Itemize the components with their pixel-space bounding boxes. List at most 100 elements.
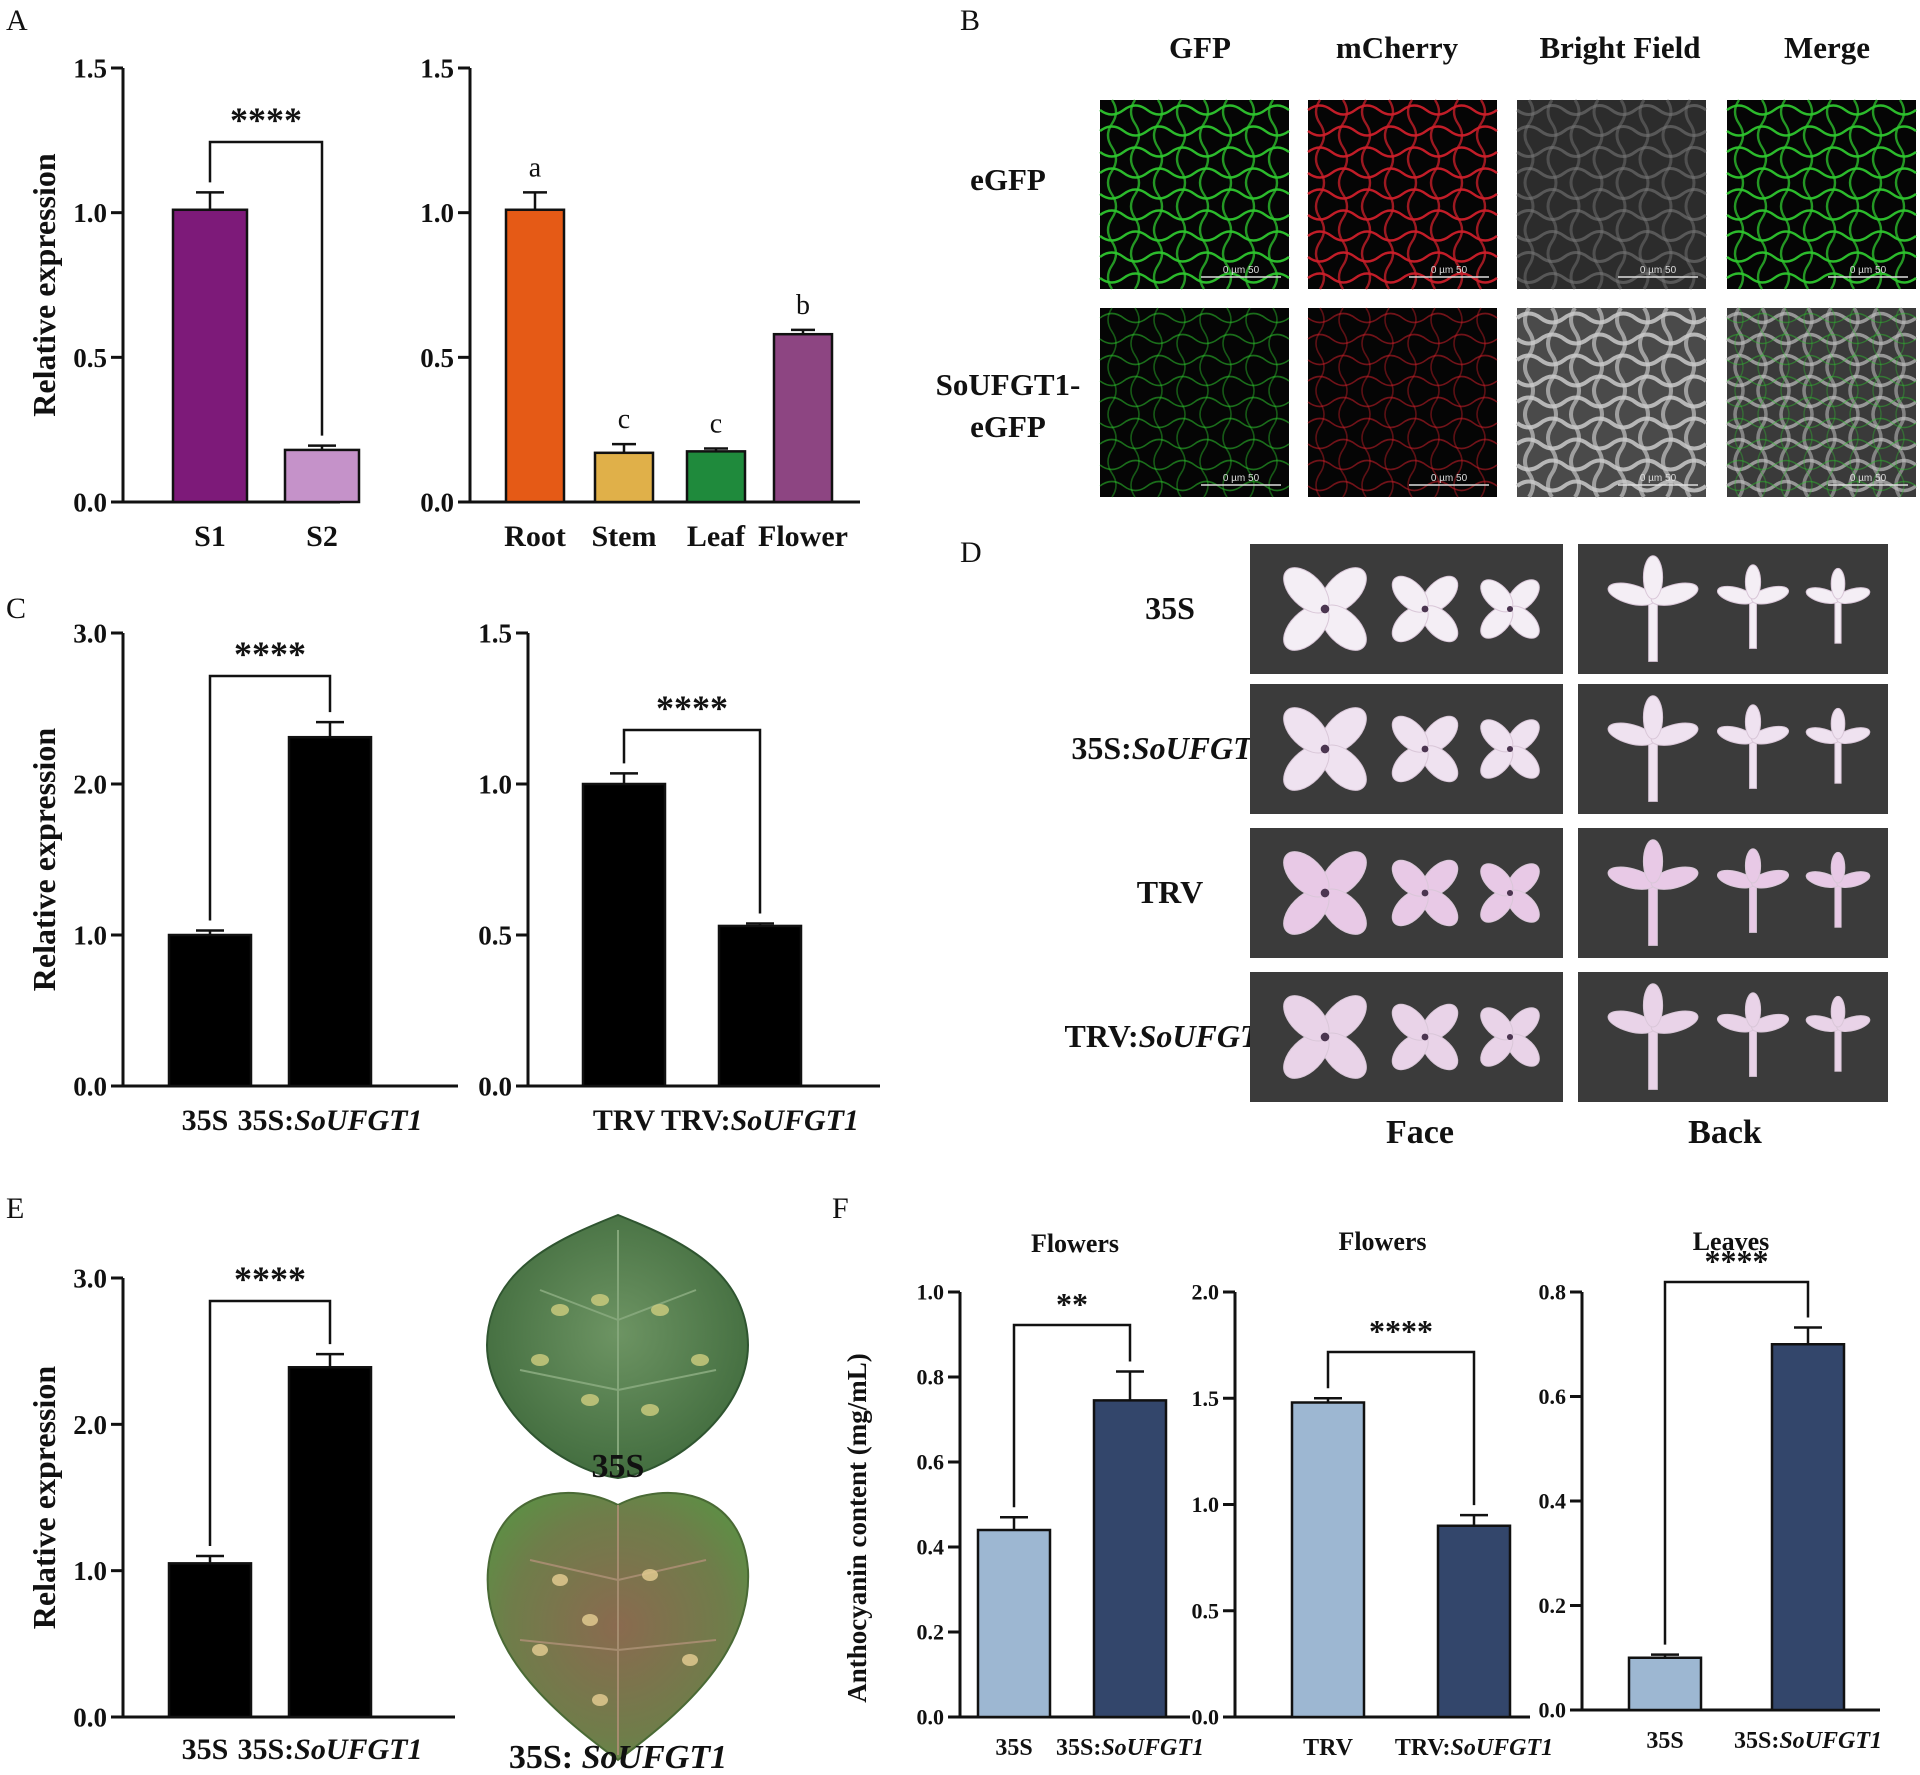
category-label: 35S:SoUFGT1 [237, 1733, 422, 1766]
panel-letter-a: A [6, 4, 28, 37]
chart-f-flowers-35s: 0.0 0.2 0.4 0.6 0.8 1.0 Flowers 35S 35S:SoUFGT1 *… [917, 1229, 1205, 1761]
row-label-soufgt1-egfp-line2: eGFP [970, 409, 1046, 444]
bar [283, 448, 361, 504]
y-tick-label: 1.0 [73, 920, 107, 950]
significance-bracket [622, 728, 762, 914]
significance-bracket [1663, 1280, 1810, 1645]
micrograph-mcherry-row2: 0 µm 50 [1307, 307, 1498, 498]
column-header-mcherry: mCherry [1336, 30, 1459, 65]
bar [1627, 1656, 1703, 1712]
y-tick-label: 0.0 [917, 1705, 945, 1730]
significance-bracket [208, 1299, 332, 1547]
y-tick-label: 1.0 [478, 769, 512, 799]
y-tick-label: 0.0 [478, 1071, 512, 1101]
significance-letter: c [618, 404, 630, 435]
column-header-gfp: GFP [1169, 30, 1231, 65]
chart-a-populations: 0.0 0.5 1.0 1.5 Relative expression S1 S2 **** [26, 53, 361, 553]
y-axis-label: Relative expression [26, 728, 62, 992]
leaf-photo-35s-soufgt1 [486, 1491, 750, 1762]
bar [167, 1562, 253, 1719]
category-label: TRV:SoUFGT1 [661, 1104, 859, 1137]
flower-photo-back-row3 [1578, 828, 1888, 958]
flower-photo-back-row4 [1578, 972, 1888, 1102]
y-tick-label: 0.4 [917, 1535, 945, 1560]
scale-bar-label: 0 µm 50 [1223, 473, 1260, 484]
row-label: 35S:SoUFGT1 [1071, 730, 1268, 766]
scale-bar-label: 0 µm 50 [1223, 265, 1260, 276]
category-label: TRV [1303, 1735, 1353, 1761]
column-header-merge: Merge [1784, 30, 1870, 65]
y-tick-label: 1.0 [73, 198, 107, 228]
y-tick-label: 0.6 [1539, 1384, 1567, 1409]
y-tick-label: 1.5 [420, 53, 454, 83]
row-label-soufgt1-egfp-line1: SoUFGT1- [936, 367, 1081, 402]
y-axis-label: Relative expression [26, 153, 62, 417]
chart-title: Leaves [1693, 1227, 1770, 1256]
y-tick-label: 1.0 [73, 1556, 107, 1586]
significance-bracket [208, 674, 332, 921]
y-tick-label: 0.5 [1192, 1598, 1220, 1623]
category-label: Root [504, 520, 566, 553]
y-tick-label: 0.8 [1539, 1280, 1567, 1305]
y-tick-label: 0.4 [1539, 1489, 1567, 1514]
y-tick-label: 0.8 [917, 1365, 945, 1390]
significance-label: ** [1056, 1286, 1088, 1322]
y-tick-label: 1.5 [73, 53, 107, 83]
f-y-axis-label: Anthocyanin content (mg/mL) [842, 1353, 872, 1703]
bar [287, 735, 373, 1088]
significance-letter: c [710, 408, 722, 439]
y-tick-label: 2.0 [73, 769, 107, 799]
scale-bar-label: 0 µm 50 [1850, 265, 1887, 276]
category-label: Leaf [687, 520, 746, 553]
y-tick-label: 0.0 [1539, 1698, 1567, 1723]
bar [976, 1528, 1052, 1719]
panel-letter-d: D [960, 536, 982, 569]
category-label: 35S:SoUFGT1 [1734, 1728, 1882, 1754]
significance-bracket [208, 140, 324, 436]
bar [1436, 1524, 1512, 1719]
category-label: S1 [194, 520, 226, 553]
y-tick-label: 0.0 [73, 1702, 107, 1732]
panel-d-flower-photos: 35S 35S:SoUFGT1 TRV TRV:SoUFGT1 Face Back [1064, 544, 1888, 1151]
category-label: 35S [995, 1735, 1032, 1761]
y-axis-label: Relative expression [26, 1366, 62, 1630]
bar [1092, 1399, 1168, 1719]
y-tick-label: 1.0 [1192, 1492, 1220, 1517]
scale-bar-label: 0 µm 50 [1640, 473, 1677, 484]
panel-e-leaf-photos: 35S 35S: SoUFGT1 [485, 1213, 750, 1775]
category-label: 35S [182, 1733, 229, 1766]
significance-label: **** [230, 100, 302, 140]
row-label-egfp: eGFP [970, 162, 1046, 197]
bar [593, 451, 655, 504]
row-label: TRV [1137, 874, 1203, 910]
category-label: Stem [592, 520, 657, 553]
y-tick-label: 2.0 [1192, 1280, 1220, 1305]
micrograph-gfp-row2: 0 µm 50 [1099, 307, 1290, 498]
category-label: 35S:SoUFGT1 [1056, 1735, 1204, 1761]
micrograph-gfp-row1: 0 µm 50 [1099, 99, 1290, 290]
row-label: TRV:SoUFGT1 [1064, 1018, 1275, 1054]
chart-title: Flowers [1338, 1227, 1426, 1256]
panel-letter-e: E [6, 1192, 24, 1225]
y-tick-label: 0.0 [73, 1071, 107, 1101]
y-tick-label: 2.0 [73, 1410, 107, 1440]
bar [581, 782, 667, 1088]
flower-photo-back-row1 [1578, 544, 1888, 674]
flower-photo-face-row3 [1250, 828, 1563, 958]
bar [772, 332, 834, 504]
significance-bracket [1012, 1323, 1132, 1508]
panel-b-microscopy: GFP mCherry Bright Field Merge eGFP SoUF… [936, 30, 1918, 499]
panel-letter-b: B [960, 4, 980, 37]
significance-letter: b [796, 290, 810, 321]
leaf-label-35s: 35S [592, 1448, 645, 1485]
micrograph-bright-field-row2: 0 µm 50 [1515, 306, 1708, 499]
flower-photo-face-row4 [1250, 972, 1563, 1102]
category-label: 35S [1646, 1728, 1683, 1754]
bar [1290, 1401, 1366, 1719]
leaf-label-35s-soufgt1: 35S: SoUFGT1 [509, 1739, 727, 1775]
column-label-back: Back [1688, 1114, 1762, 1151]
y-tick-label: 3.0 [73, 1263, 107, 1293]
significance-label: **** [656, 688, 728, 728]
y-tick-label: 1.0 [420, 198, 454, 228]
flower-photo-back-row2 [1578, 684, 1888, 814]
